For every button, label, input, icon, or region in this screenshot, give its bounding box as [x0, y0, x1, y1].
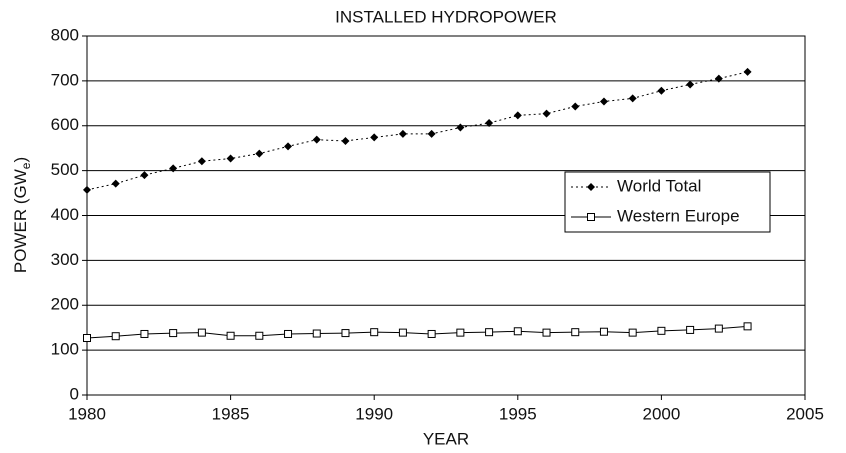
series-line	[86, 71, 748, 191]
marker	[686, 325, 695, 334]
marker	[169, 164, 178, 173]
marker	[456, 123, 465, 132]
marker	[140, 171, 149, 180]
marker	[169, 329, 178, 338]
marker	[370, 133, 379, 142]
y-axis-label: POWER (GWe)	[11, 157, 33, 273]
x-axis-label: YEAR	[423, 429, 469, 448]
marker	[140, 329, 149, 338]
marker	[427, 129, 436, 138]
marker	[599, 327, 608, 336]
marker	[628, 94, 637, 103]
marker	[83, 334, 91, 343]
marker	[599, 97, 608, 106]
marker	[542, 109, 551, 118]
y-tick-label: 400	[51, 205, 79, 224]
marker	[284, 142, 293, 151]
x-tick-label: 1985	[212, 404, 250, 423]
marker	[714, 74, 723, 83]
marker	[513, 327, 522, 336]
marker	[398, 129, 407, 138]
y-label-text: POWER (GW	[11, 169, 30, 273]
marker	[398, 328, 407, 337]
marker	[226, 331, 235, 340]
marker	[485, 119, 494, 128]
y-tick-label: 0	[70, 384, 79, 403]
marker	[111, 332, 120, 341]
marker	[83, 185, 91, 194]
marker	[657, 86, 666, 95]
marker	[341, 329, 350, 338]
marker	[743, 322, 752, 331]
marker	[427, 329, 436, 338]
marker	[485, 328, 494, 337]
marker	[686, 80, 695, 89]
x-tick-label: 1995	[499, 404, 537, 423]
marker	[456, 328, 465, 337]
y-label-sub: e	[19, 162, 33, 169]
plot-border	[86, 35, 806, 396]
marker	[714, 324, 723, 333]
x-tick-label: 1980	[68, 404, 106, 423]
marker	[341, 137, 350, 146]
marker	[743, 67, 752, 76]
marker	[587, 213, 595, 221]
y-tick-label: 500	[51, 160, 79, 179]
y-tick-label: 600	[51, 115, 79, 134]
marker	[628, 328, 637, 337]
y-label-text: )	[11, 157, 30, 163]
legend-label: Western Europe	[617, 206, 740, 225]
marker	[284, 329, 293, 338]
marker	[197, 328, 206, 337]
legend-box	[564, 171, 771, 233]
x-tick-label: 2000	[642, 404, 680, 423]
y-tick-label: 700	[51, 70, 79, 89]
marker	[255, 331, 264, 340]
marker	[312, 135, 321, 144]
marker	[255, 149, 264, 158]
marker	[542, 328, 551, 337]
y-tick-label: 300	[51, 250, 79, 269]
marker	[571, 328, 580, 337]
marker	[226, 154, 235, 163]
marker	[370, 328, 379, 337]
legend-label: World Total	[617, 176, 701, 195]
marker	[571, 102, 580, 111]
marker	[197, 157, 206, 166]
y-tick-label: 200	[51, 295, 79, 314]
marker	[312, 329, 321, 338]
y-tick-label: 800	[51, 25, 79, 44]
marker	[513, 111, 522, 120]
y-tick-label: 100	[51, 340, 79, 359]
x-tick-label: 2005	[786, 404, 824, 423]
marker	[111, 179, 120, 188]
marker	[657, 326, 666, 335]
x-tick-label: 1990	[355, 404, 393, 423]
series-line	[86, 325, 748, 339]
chart-title: INSTALLED HYDROPOWER	[335, 7, 557, 26]
marker	[587, 183, 595, 191]
